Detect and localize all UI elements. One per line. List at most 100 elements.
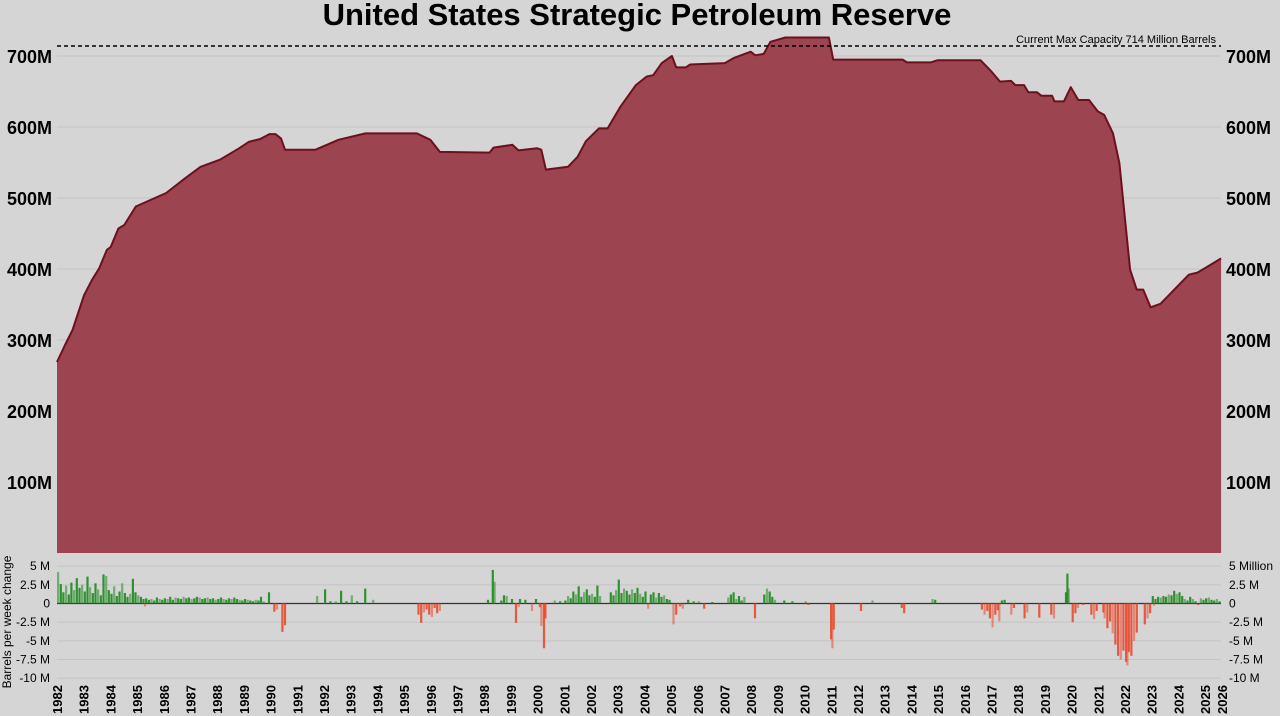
bar-positive	[233, 597, 236, 604]
bar-negative	[417, 603, 420, 615]
bar-positive	[1000, 600, 1003, 604]
y-tick-label-right: -5 M	[1229, 634, 1253, 648]
bar-positive	[62, 592, 65, 604]
bar-negative	[1102, 603, 1105, 613]
bar-positive	[486, 599, 490, 604]
bar-negative	[986, 603, 989, 611]
bar-negative	[994, 603, 997, 615]
x-tick-label: 2007	[718, 685, 733, 714]
bar-negative	[275, 603, 279, 610]
x-tick-label: 2004	[637, 684, 652, 714]
bar-negative	[1149, 603, 1152, 614]
y-tick-label-left: 2.5 M	[20, 578, 50, 592]
y-tick-label-left: -10 M	[19, 671, 50, 685]
bar-negative	[681, 603, 684, 609]
x-tick-label: 2009	[771, 685, 786, 714]
bar-positive	[126, 596, 129, 604]
bar-positive	[198, 597, 201, 604]
bar-positive	[729, 594, 732, 604]
bar-positive	[94, 583, 97, 604]
x-tick-label: 2024	[1171, 684, 1186, 714]
bar-positive	[316, 596, 319, 604]
bar-positive	[179, 599, 182, 604]
x-tick-label: 1982	[50, 685, 65, 714]
bar-negative	[991, 603, 994, 628]
bar-negative	[540, 603, 543, 626]
bar-negative	[517, 603, 520, 608]
bar-positive	[161, 599, 164, 604]
bar-positive	[559, 601, 562, 604]
bar-negative	[1074, 603, 1077, 614]
x-tick-label: 1991	[290, 685, 305, 714]
bar-negative	[988, 603, 991, 619]
bottom-y-axis: 5 M 5 Million 2.5 M 2.5 M 0 0 -2.5 M -2.5 M -5 M…	[16, 559, 1273, 685]
bar-positive	[623, 588, 626, 604]
bar-positive	[1186, 600, 1189, 604]
bar-positive	[692, 601, 695, 604]
bar-positive	[262, 601, 265, 604]
bar-positive	[1173, 590, 1176, 604]
reserve-area-fill	[57, 37, 1222, 553]
y-tick-label-right: 600M	[1226, 118, 1271, 138]
bar-negative	[1093, 603, 1096, 620]
x-tick-label: 2018	[1011, 685, 1026, 714]
bar-positive	[593, 596, 596, 604]
x-tick-label: 2019	[1038, 685, 1053, 714]
bar-positive	[230, 599, 233, 604]
bar-positive	[70, 582, 73, 604]
bar-positive	[150, 599, 153, 604]
bar-positive	[185, 598, 188, 604]
bar-positive	[687, 599, 690, 604]
bar-positive	[931, 599, 934, 604]
x-tick-label: 1983	[77, 685, 92, 714]
x-tick-label: 2021	[1091, 685, 1106, 714]
y-tick-label-left: 600M	[7, 118, 52, 138]
bar-negative	[281, 603, 284, 632]
bar-negative	[530, 603, 534, 611]
bar-negative	[542, 603, 546, 649]
bar-negative	[1026, 603, 1029, 613]
bar-negative	[283, 603, 287, 626]
bar-positive	[81, 584, 84, 604]
bar-positive	[91, 593, 94, 604]
bar-negative	[1050, 603, 1053, 615]
bar-positive	[214, 599, 217, 604]
bar-negative	[1090, 603, 1093, 615]
y-tick-label-right: 300M	[1226, 331, 1271, 351]
bar-positive	[1170, 595, 1173, 604]
bar-positive	[1167, 594, 1170, 604]
bar-positive	[163, 598, 166, 604]
bar-negative	[1126, 603, 1129, 666]
bar-negative	[1103, 603, 1106, 619]
bar-positive	[1159, 597, 1162, 604]
bar-positive	[553, 600, 556, 604]
y-tick-label-left: 500M	[7, 189, 52, 209]
bar-positive	[340, 590, 343, 604]
bar-positive	[1199, 598, 1202, 604]
x-tick-label: 1988	[210, 685, 225, 714]
max-capacity-label: Current Max Capacity 714 Million Barrels	[1016, 34, 1216, 46]
bar-negative	[1076, 603, 1080, 608]
x-tick-label: 1999	[504, 685, 519, 714]
bar-positive	[1064, 592, 1068, 604]
x-tick-label: 2011	[824, 686, 839, 714]
bar-positive	[222, 599, 225, 604]
bar-positive	[585, 589, 588, 604]
bar-positive	[534, 599, 538, 604]
bar-positive	[115, 596, 118, 604]
x-tick-label: 2012	[851, 685, 866, 714]
bar-negative	[1012, 603, 1016, 608]
x-tick-label: 1989	[237, 685, 252, 714]
bar-negative	[1119, 603, 1122, 660]
bar-positive	[217, 599, 220, 604]
bar-positive	[577, 586, 580, 604]
bar-negative	[1010, 603, 1013, 615]
x-tick-label: 2023	[1145, 685, 1160, 714]
bar-positive	[131, 578, 134, 604]
bar-negative	[425, 603, 428, 610]
bar-positive	[612, 595, 615, 604]
bar-positive	[615, 590, 618, 604]
bar-positive	[251, 601, 255, 604]
bar-positive	[1215, 599, 1218, 604]
